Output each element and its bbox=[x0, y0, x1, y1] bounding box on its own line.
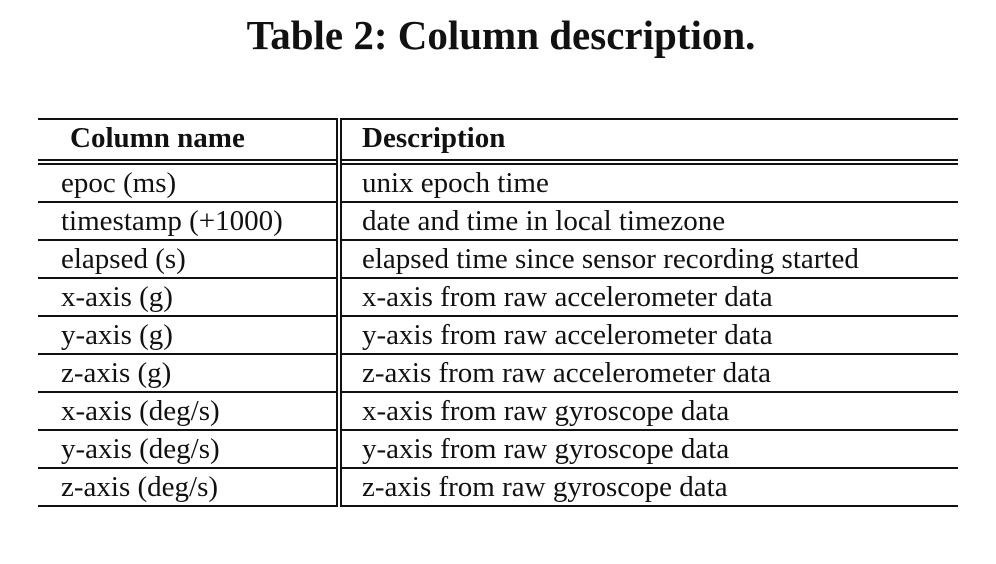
table-row: x-axis (g) x-axis from raw accelerometer… bbox=[38, 278, 958, 316]
cell-column-name: y-axis (g) bbox=[38, 316, 342, 354]
table-row: epoc (ms) unix epoch time bbox=[38, 162, 958, 202]
cell-description: y-axis from raw accelerometer data bbox=[362, 319, 773, 351]
cell-description: x-axis from raw accelerometer data bbox=[362, 281, 773, 313]
cell-column-name: y-axis (deg/s) bbox=[38, 430, 342, 468]
header-row: Column name Description bbox=[38, 119, 958, 162]
cell-description: z-axis from raw accelerometer data bbox=[362, 357, 771, 389]
table-caption: Table 2: Column description. bbox=[246, 12, 756, 58]
cell-column-name: epoc (ms) bbox=[38, 162, 342, 202]
table-row: elapsed (s) elapsed time since sensor re… bbox=[38, 240, 958, 278]
header-column-name: Column name bbox=[38, 119, 342, 162]
cell-description: unix epoch time bbox=[362, 167, 549, 199]
cell-description: z-axis from raw gyroscope data bbox=[362, 471, 728, 503]
cell-column-name: z-axis (g) bbox=[38, 354, 342, 392]
table-row: z-axis (deg/s) z-axis from raw gyroscope… bbox=[38, 468, 958, 506]
table-row: timestamp (+1000) date and time in local… bbox=[38, 202, 958, 240]
cell-column-name: x-axis (g) bbox=[38, 278, 342, 316]
table-row: x-axis (deg/s) x-axis from raw gyroscope… bbox=[38, 392, 958, 430]
cell-description: elapsed time since sensor recording star… bbox=[362, 243, 859, 275]
cell-column-name: z-axis (deg/s) bbox=[38, 468, 342, 506]
cell-column-name: timestamp (+1000) bbox=[38, 202, 342, 240]
header-description: Description bbox=[362, 122, 506, 154]
table-body: epoc (ms) unix epoch time timestamp (+10… bbox=[38, 162, 958, 506]
table-header: Column name Description bbox=[38, 119, 958, 162]
column-description-table: Column name Description epoc (ms) unix e… bbox=[38, 118, 958, 507]
cell-column-name: elapsed (s) bbox=[38, 240, 342, 278]
cell-description: y-axis from raw gyroscope data bbox=[362, 433, 730, 465]
cell-column-name: x-axis (deg/s) bbox=[38, 392, 342, 430]
cell-description: x-axis from raw gyroscope data bbox=[362, 395, 730, 427]
table-row: y-axis (g) y-axis from raw accelerometer… bbox=[38, 316, 958, 354]
table-row: y-axis (deg/s) y-axis from raw gyroscope… bbox=[38, 430, 958, 468]
table-row: z-axis (g) z-axis from raw accelerometer… bbox=[38, 354, 958, 392]
cell-description: date and time in local timezone bbox=[362, 205, 726, 237]
